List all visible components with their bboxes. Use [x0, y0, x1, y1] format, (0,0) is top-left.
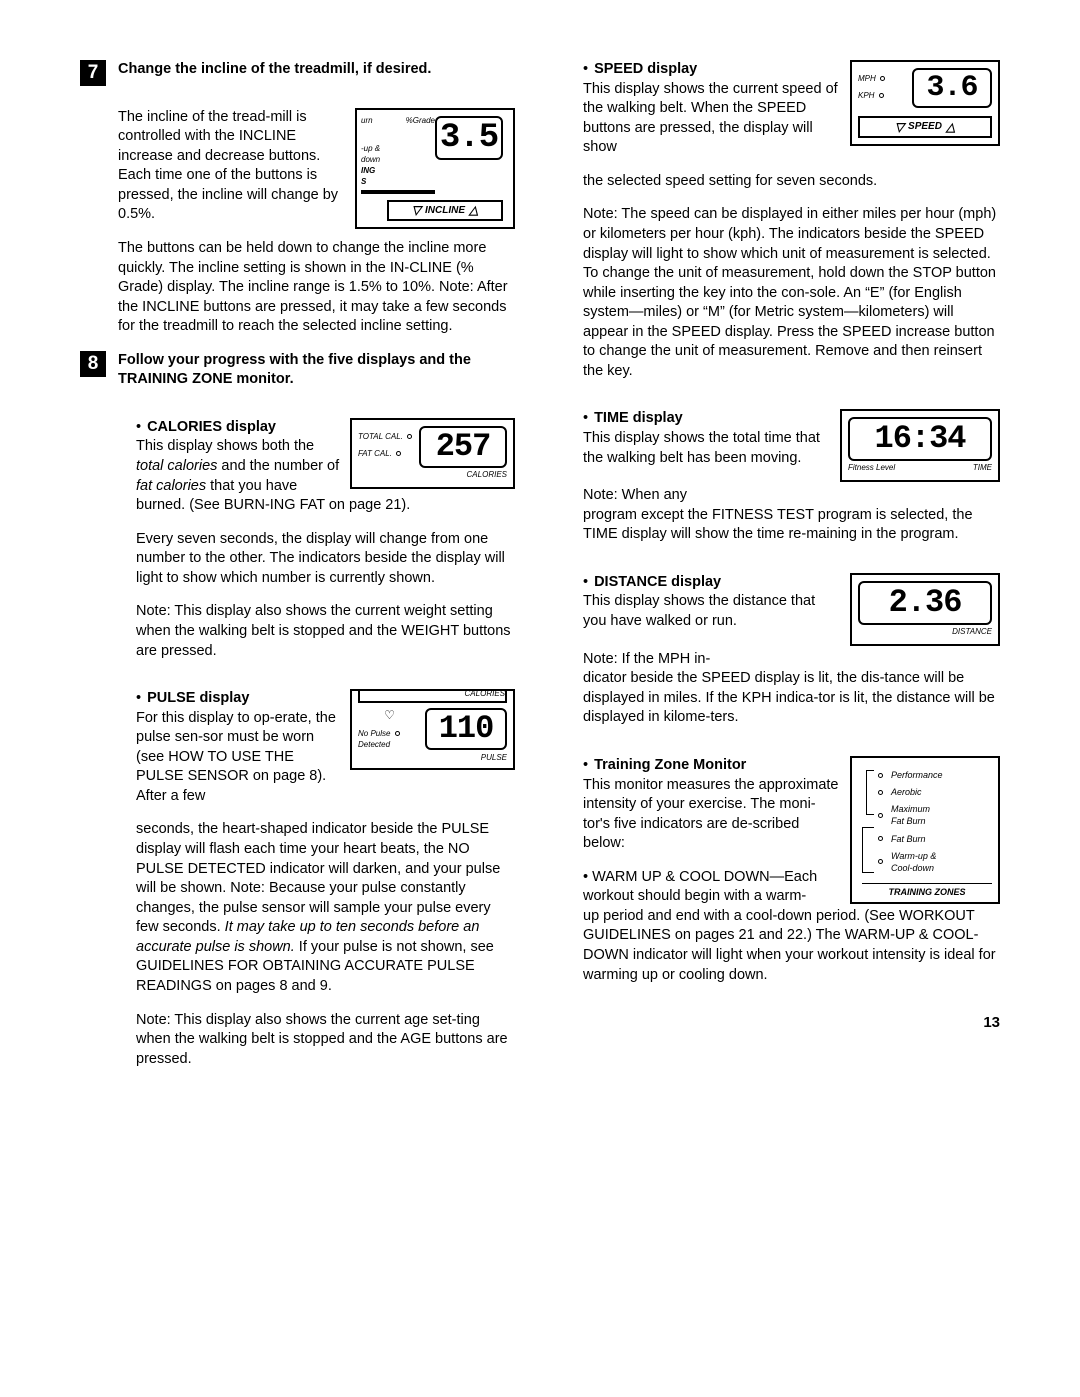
up-icon: △ — [469, 204, 478, 216]
pulse-figure: CALORIES ♡ No Pulse Detected 110 PULSE — [350, 689, 515, 770]
calories-head: CALORIES display — [147, 418, 276, 438]
incline-figure: urn %Grade -up & down ING S 3.5 ▽ INCLINE — [355, 108, 515, 229]
step-8-number: 8 — [80, 351, 106, 377]
up-icon: △ — [946, 121, 955, 133]
step-7-number: 7 — [80, 60, 106, 86]
t: Maximum — [891, 804, 930, 814]
step-8: 8 Follow your progress with the five dis… — [80, 351, 515, 404]
distance-head: DISTANCE display — [594, 573, 721, 593]
calories-figure: TOTAL CAL. FAT CAL. 257 CALORIES — [350, 418, 515, 489]
p: Note: This display also shows the curren… — [136, 602, 515, 661]
right-column: MPH KPH 3.6 ▽ SPEED △ •SPEED display Thi… — [565, 60, 1000, 1097]
incline-value: 3.5 — [440, 121, 498, 155]
p: The buttons can be held down to change t… — [118, 239, 515, 337]
t: %Grade — [406, 116, 435, 127]
t: No Pulse — [358, 729, 390, 738]
t: Cool-down — [891, 863, 934, 873]
distance-figure: 2.36 DISTANCE — [850, 573, 1000, 646]
t: Detected — [358, 740, 390, 749]
p: Note: The speed can be displayed in eith… — [583, 205, 1000, 381]
t: Fitness Level — [848, 463, 895, 474]
t: Warm-up & — [891, 851, 936, 861]
tz-label: TRAINING ZONES — [862, 883, 992, 898]
speed-figure: MPH KPH 3.6 ▽ SPEED △ — [850, 60, 1000, 146]
p: seconds, the heart-shaped indicator besi… — [136, 820, 515, 996]
t: MPH — [858, 74, 876, 83]
p: dicator beside the SPEED display is lit,… — [583, 669, 1000, 728]
p: the selected speed setting for seven sec… — [583, 172, 1000, 192]
pulse-head: PULSE display — [147, 689, 249, 709]
speed-value: 3.6 — [926, 73, 977, 103]
pulse-label: PULSE — [358, 753, 507, 764]
t: Fat Burn — [891, 833, 926, 845]
page-number: 13 — [565, 1013, 1000, 1033]
t: Aerobic — [891, 786, 922, 798]
t: FAT CAL. — [358, 449, 392, 458]
speed-section: MPH KPH 3.6 ▽ SPEED △ •SPEED display Thi… — [565, 60, 1000, 395]
time-label: TIME — [973, 463, 992, 474]
calories-label: CALORIES — [358, 470, 507, 481]
distance-section: 2.36 DISTANCE •DISTANCE display This dis… — [565, 573, 1000, 742]
step-8-title: Follow your progress with the five displ… — [118, 351, 515, 390]
training-zone-figure: Performance Aerobic Maximum Fat Burn Fat … — [850, 756, 1000, 904]
t: TOTAL CAL. — [358, 432, 403, 441]
step-7-title: Change the incline of the treadmill, if … — [118, 60, 515, 80]
calories-section: TOTAL CAL. FAT CAL. 257 CALORIES •CALORI… — [80, 418, 515, 1083]
calories-value: 257 — [436, 431, 491, 463]
p: Note: If the MPH in- — [583, 650, 1000, 670]
distance-label: DISTANCE — [858, 627, 992, 638]
t: urn — [361, 116, 373, 127]
heart-icon: ♡ — [358, 707, 421, 723]
t: -up & — [361, 144, 380, 153]
left-column: 7 Change the incline of the treadmill, i… — [80, 60, 515, 1097]
p: up period and end with a cool-down perio… — [583, 907, 1000, 985]
time-head: TIME display — [594, 409, 683, 429]
incline-label: INCLINE — [425, 204, 465, 218]
t: Fat Burn — [891, 816, 926, 826]
time-figure: 16:34 Fitness Level TIME — [840, 409, 1000, 482]
step-7: 7 Change the incline of the treadmill, i… — [80, 60, 515, 94]
down-icon: ▽ — [412, 204, 421, 216]
tz-head: Training Zone Monitor — [594, 756, 746, 776]
t: down — [361, 155, 380, 164]
p: Every seven seconds, the display will ch… — [136, 530, 515, 589]
pulse-value: 110 — [439, 713, 494, 745]
page-columns: 7 Change the incline of the treadmill, i… — [80, 60, 1000, 1097]
t: Performance — [891, 769, 943, 781]
pulse-section: CALORIES ♡ No Pulse Detected 110 PULSE •… — [118, 689, 515, 1083]
training-zone-section: Performance Aerobic Maximum Fat Burn Fat … — [565, 756, 1000, 999]
time-section: 16:34 Fitness Level TIME •TIME display T… — [565, 409, 1000, 558]
step-7-body: urn %Grade -up & down ING S 3.5 ▽ INCLINE — [80, 108, 515, 351]
time-value: 16:34 — [874, 423, 965, 455]
speed-head: SPEED display — [594, 60, 697, 80]
speed-label: SPEED — [908, 120, 942, 134]
t: KPH — [858, 91, 874, 100]
p: program except the FITNESS TEST program … — [583, 506, 1000, 545]
p: Note: When any — [583, 486, 1000, 506]
t: S — [361, 177, 366, 186]
t: ING — [361, 166, 375, 175]
down-icon: ▽ — [895, 121, 904, 133]
distance-value: 2.36 — [889, 587, 962, 619]
p: Note: This display also shows the curren… — [136, 1011, 515, 1070]
